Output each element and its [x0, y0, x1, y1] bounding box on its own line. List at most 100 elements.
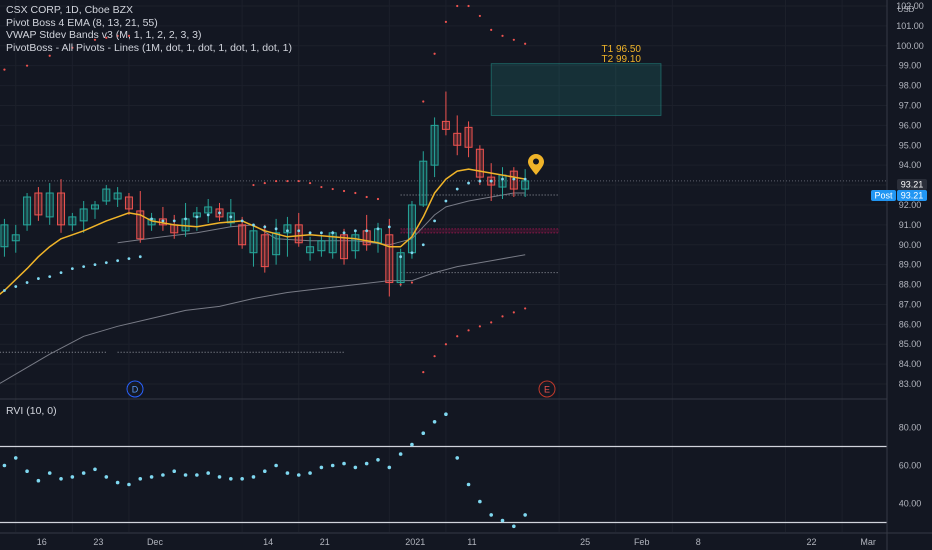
- y-tick-label: 88.00: [899, 280, 922, 290]
- stop-dot: [512, 311, 515, 314]
- candle[interactable]: [419, 151, 428, 207]
- candle[interactable]: [441, 91, 450, 136]
- rvi-dot: [251, 475, 256, 479]
- stop-dot: [410, 281, 414, 284]
- earnings-d-label: D: [132, 385, 139, 395]
- earnings-e-marker[interactable]: E: [538, 380, 556, 398]
- stop-dot: [263, 181, 266, 185]
- candle[interactable]: [90, 200, 99, 219]
- candle-body: [351, 234, 360, 252]
- x-tick-label: 14: [263, 537, 273, 547]
- candle[interactable]: [102, 185, 111, 205]
- candle-body: [340, 234, 349, 260]
- y-tick-label: 101.00: [896, 21, 924, 31]
- candle[interactable]: [521, 169, 530, 197]
- rvi-dot: [36, 478, 41, 483]
- candle[interactable]: [158, 206, 167, 231]
- x-tick-label: Dec: [147, 537, 164, 547]
- y-tick-label: 97.00: [899, 100, 922, 110]
- candle[interactable]: [249, 224, 258, 267]
- candle[interactable]: [385, 218, 394, 297]
- candle[interactable]: [373, 222, 382, 253]
- candle[interactable]: [396, 248, 405, 287]
- rvi-dot: [183, 473, 188, 477]
- candle[interactable]: [124, 193, 133, 215]
- candle[interactable]: [306, 236, 315, 261]
- pivot-dot: [410, 251, 414, 255]
- candle[interactable]: [340, 228, 349, 265]
- candle-body: [453, 132, 462, 146]
- stop-dot: [490, 28, 493, 31]
- rvi-dot: [285, 471, 290, 475]
- candle[interactable]: [23, 193, 32, 231]
- rvi-dot: [444, 412, 448, 417]
- earnings-d-marker[interactable]: D: [126, 380, 144, 398]
- candle-body: [272, 232, 281, 256]
- target-zone-box[interactable]: [490, 63, 662, 116]
- candle[interactable]: [453, 115, 462, 156]
- rvi-dot: [455, 456, 460, 460]
- y-tick-label: 85.00: [899, 339, 922, 349]
- rvi-dot: [330, 463, 335, 468]
- candle[interactable]: [317, 234, 326, 257]
- pivot-dot: [286, 229, 289, 233]
- candle-body: [102, 188, 111, 202]
- legend-indicator-pivots[interactable]: PivotBoss - All Pivots - Lines (1M, dot,…: [6, 41, 292, 54]
- rvi-dot: [115, 480, 120, 485]
- candle[interactable]: [362, 214, 371, 251]
- candle[interactable]: [272, 218, 281, 265]
- y-tick-label: 84.00: [899, 359, 922, 369]
- candle-body: [45, 192, 54, 218]
- y-tick-label: 89.00: [899, 260, 922, 270]
- pivot-dot: [444, 199, 448, 203]
- earnings-e-label: E: [544, 385, 550, 395]
- candle[interactable]: [113, 187, 122, 207]
- candle[interactable]: [430, 117, 439, 178]
- stop-dot: [444, 20, 448, 23]
- candle-body: [181, 218, 190, 232]
- rvi-dot: [25, 469, 29, 474]
- x-tick-label: 16: [37, 537, 47, 547]
- pivot-dot: [501, 177, 504, 181]
- candle[interactable]: [204, 198, 213, 223]
- candle[interactable]: [136, 191, 145, 243]
- post-price-tag: Post 93.21: [871, 190, 927, 201]
- candle[interactable]: [11, 224, 20, 253]
- candle[interactable]: [57, 179, 66, 233]
- target-t2-label: T2 99.10: [602, 54, 642, 65]
- candle[interactable]: [464, 121, 473, 158]
- rvi-dot: [127, 482, 131, 487]
- stop-dot: [524, 307, 527, 310]
- candle-body: [464, 126, 473, 148]
- rvi-dot: [172, 469, 177, 474]
- candle[interactable]: [68, 212, 77, 231]
- candle[interactable]: [34, 187, 43, 221]
- pivot-dot: [25, 281, 29, 284]
- legend-symbol-title[interactable]: CSX CORP, 1D, Cboe BZX: [6, 4, 134, 16]
- rvi-dot: [500, 518, 505, 523]
- candle[interactable]: [351, 230, 360, 259]
- candle[interactable]: [79, 200, 88, 233]
- pivot-dot: [14, 285, 18, 288]
- location-pin-icon[interactable]: [528, 154, 544, 175]
- candles-layer[interactable]: [0, 91, 530, 309]
- rvi-dot: [93, 467, 97, 472]
- legend-indicator-vwap[interactable]: VWAP Stdev Bands v3 (M, 1, 1, 2, 2, 3, 3…: [6, 29, 202, 41]
- pivot-dot: [82, 265, 86, 269]
- rvi-indicator-label[interactable]: RVI (10, 0): [6, 405, 57, 417]
- rvi-tick-label: 80.00: [899, 423, 922, 433]
- candle[interactable]: [407, 200, 416, 259]
- pivot-dot: [523, 177, 527, 181]
- candle[interactable]: [328, 230, 337, 259]
- candle[interactable]: [475, 145, 484, 186]
- rvi-dot: [342, 461, 346, 466]
- candle[interactable]: [260, 224, 269, 273]
- stop-dot: [478, 325, 481, 328]
- rvi-dot: [2, 463, 7, 468]
- candle[interactable]: [0, 218, 9, 257]
- candle[interactable]: [45, 183, 54, 225]
- legend-indicator-ema[interactable]: Pivot Boss 4 EMA (8, 13, 21, 55): [6, 16, 158, 29]
- pivot-dot: [104, 261, 108, 265]
